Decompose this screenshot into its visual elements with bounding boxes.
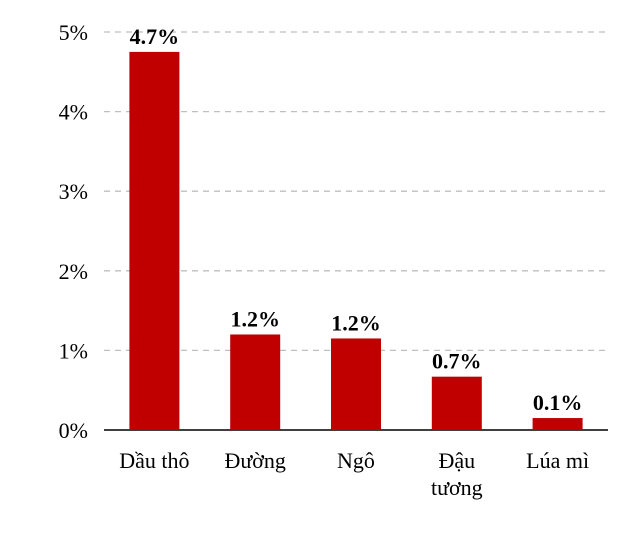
bar [532, 418, 583, 430]
y-tick-label: 4% [59, 100, 88, 125]
bar [431, 376, 482, 430]
data-label: 1.2% [331, 310, 381, 335]
y-tick-label: 1% [59, 338, 88, 363]
bar [230, 334, 281, 430]
x-category-label: tương [431, 475, 483, 500]
data-label: 0.7% [432, 349, 482, 374]
data-label: 0.1% [533, 390, 583, 415]
y-tick-label: 0% [59, 418, 88, 443]
bar [331, 338, 381, 430]
bar [129, 51, 180, 431]
y-tick-label: 3% [59, 179, 88, 204]
x-category-label: Ngô [337, 448, 375, 473]
y-tick-label: 5% [59, 20, 88, 45]
x-category-label: Đường [224, 448, 285, 473]
data-label: 4.7% [130, 24, 180, 49]
x-category-label: Lúa mì [526, 448, 589, 473]
y-tick-label: 2% [59, 259, 88, 284]
data-label: 1.2% [230, 306, 280, 331]
x-category-label: Dầu thô [119, 448, 189, 473]
x-category-label: Đậu [438, 448, 475, 473]
